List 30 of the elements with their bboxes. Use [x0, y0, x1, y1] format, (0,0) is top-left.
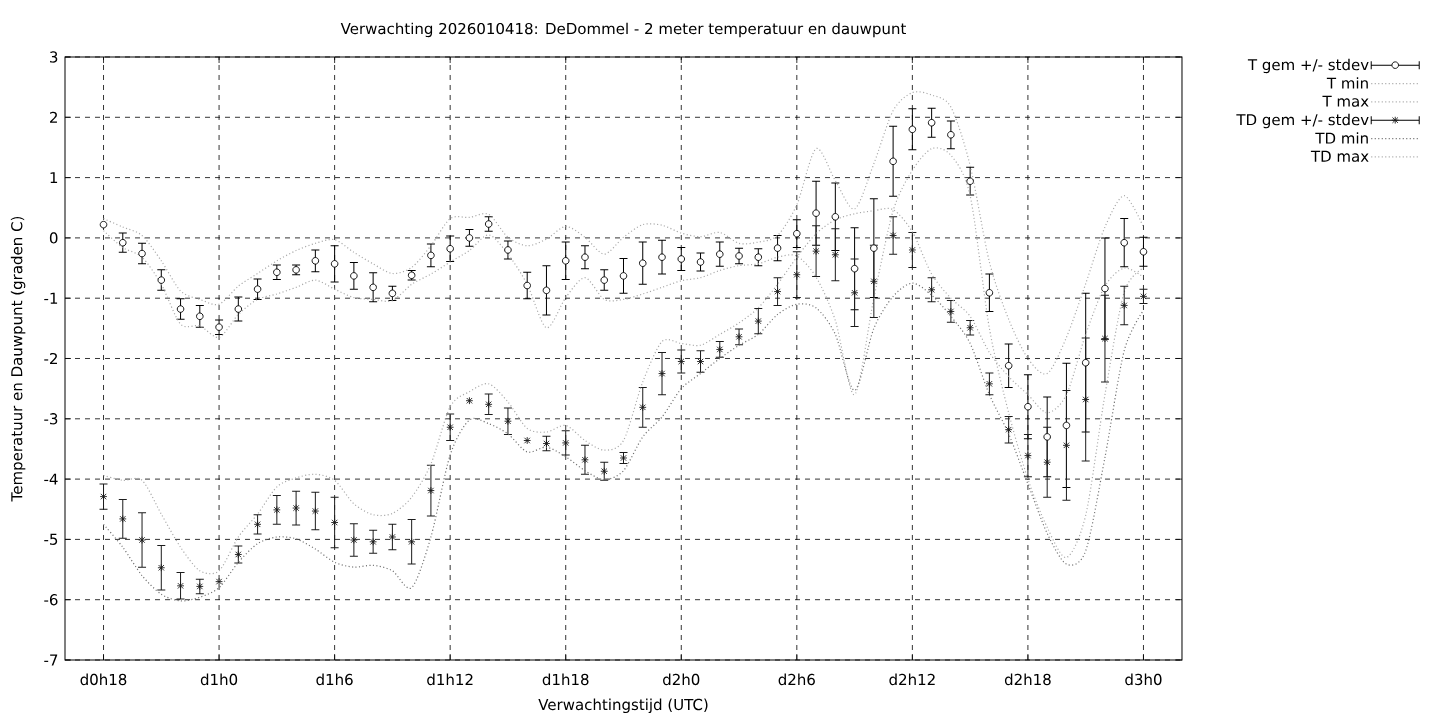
- y-tick-label: -1: [44, 292, 58, 304]
- x-axis-title: Verwachtingstijd (UTC): [538, 698, 708, 714]
- x-tick-label: d2h12: [889, 673, 935, 686]
- y-tick-label: -7: [44, 654, 58, 666]
- y-tick-label: 0: [49, 232, 58, 244]
- x-tick-label: d1h0: [200, 673, 238, 686]
- x-tick-label: d1h12: [427, 673, 473, 686]
- y-tick-label: -4: [44, 473, 58, 485]
- x-tick-label: d3h0: [1125, 673, 1162, 686]
- y-tick-label: 1: [50, 172, 58, 184]
- x-tick-label: d1h6: [316, 673, 353, 686]
- y-tick-label: -3: [44, 413, 58, 425]
- legend-label: TD max: [1310, 150, 1369, 162]
- y-tick-label: -5: [44, 533, 58, 545]
- legend-label: TD gem +/- stdev: [1236, 113, 1369, 129]
- y-tick-label: -6: [44, 594, 58, 606]
- y-tick-label: 3: [50, 51, 58, 63]
- x-tick-label: d2h0: [663, 673, 700, 686]
- legend-label: T gem +/- stdev: [1247, 58, 1369, 74]
- x-tick-label: d0h18: [80, 673, 127, 686]
- y-axis-title: Temperatuur en Dauwpunt (graden C): [10, 216, 26, 502]
- y-tick-label: -2: [44, 352, 57, 365]
- chart-title: Verwachting 2026010418: DeDommel - 2 meter temperatuur en dauwpunt: [340, 22, 906, 38]
- x-tick-label: d1h18: [542, 673, 589, 686]
- y-tick-label: 2: [50, 111, 57, 123]
- legend-label: T min: [1326, 77, 1368, 89]
- x-tick-label: d2h18: [1004, 673, 1051, 686]
- legend-label: T max: [1322, 95, 1369, 107]
- x-tick-label: d2h6: [778, 673, 815, 686]
- legend-label: TD min: [1315, 132, 1368, 144]
